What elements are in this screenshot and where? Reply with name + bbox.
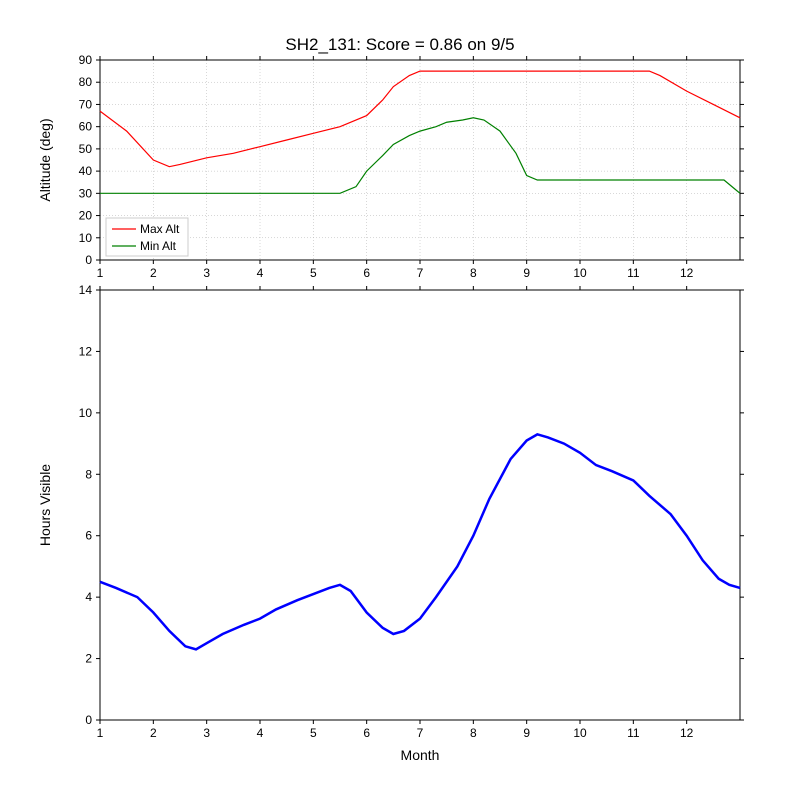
xtick-label: 8 [470, 266, 477, 280]
ytick-label: 6 [85, 529, 92, 543]
xtick-label: 4 [257, 266, 264, 280]
xtick-label: 2 [150, 266, 157, 280]
xtick-label: 6 [363, 726, 370, 740]
bottom-xlabel: Month [401, 747, 440, 763]
xtick-label: 1 [97, 266, 104, 280]
xtick-label: 11 [627, 266, 640, 280]
ytick-label: 40 [79, 164, 93, 178]
xtick-label: 7 [417, 726, 424, 740]
ytick-label: 14 [79, 283, 93, 297]
bottom-xticks: 123456789101112 [97, 286, 694, 740]
bottom-series [100, 434, 740, 649]
bottom-ylabel: Hours Visible [37, 464, 53, 546]
ytick-label: 80 [79, 75, 93, 89]
ytick-label: 0 [85, 253, 92, 267]
xtick-label: 9 [523, 726, 530, 740]
chart-title: SH2_131: Score = 0.86 on 9/5 [285, 35, 514, 54]
xtick-label: 5 [310, 266, 317, 280]
xtick-label: 10 [573, 266, 587, 280]
ytick-label: 2 [85, 652, 92, 666]
top-ylabel: Altitude (deg) [37, 118, 53, 201]
xtick-label: 4 [257, 726, 264, 740]
xtick-label: 12 [680, 726, 694, 740]
ytick-label: 60 [79, 120, 93, 134]
ytick-label: 70 [79, 97, 93, 111]
xtick-label: 6 [363, 266, 370, 280]
xtick-label: 5 [310, 726, 317, 740]
ytick-label: 4 [85, 590, 92, 604]
legend-label-minalt: Min Alt [140, 239, 177, 253]
ytick-label: 50 [79, 142, 93, 156]
ytick-label: 0 [85, 713, 92, 727]
top-legend: Max Alt Min Alt [106, 218, 188, 256]
series-max-alt [100, 71, 740, 167]
xtick-label: 2 [150, 726, 157, 740]
xtick-label: 3 [203, 726, 210, 740]
ytick-label: 8 [85, 467, 92, 481]
bottom-axis-box [100, 290, 740, 720]
legend-label-maxalt: Max Alt [140, 222, 180, 236]
series-hours [100, 434, 740, 649]
xtick-label: 3 [203, 266, 210, 280]
ytick-label: 12 [79, 344, 93, 358]
ytick-label: 20 [79, 209, 93, 223]
ytick-label: 30 [79, 186, 93, 200]
ytick-label: 10 [79, 231, 93, 245]
top-chart: 123456789101112 0102030405060708090 Alti… [37, 53, 744, 280]
chart-canvas: SH2_131: Score = 0.86 on 9/5 12345678910… [0, 0, 800, 800]
xtick-label: 1 [97, 726, 104, 740]
xtick-label: 7 [417, 266, 424, 280]
xtick-label: 11 [627, 726, 640, 740]
bottom-chart: 123456789101112 02468101214 Hours Visibl… [37, 283, 744, 763]
xtick-label: 9 [523, 266, 530, 280]
bottom-yticks: 0 2 4 6 8 10 12 14 [79, 283, 744, 727]
ytick-label: 90 [79, 53, 93, 67]
ytick-label: 10 [79, 406, 93, 420]
xtick-label: 12 [680, 266, 694, 280]
xtick-label: 8 [470, 726, 477, 740]
xtick-label: 10 [573, 726, 587, 740]
